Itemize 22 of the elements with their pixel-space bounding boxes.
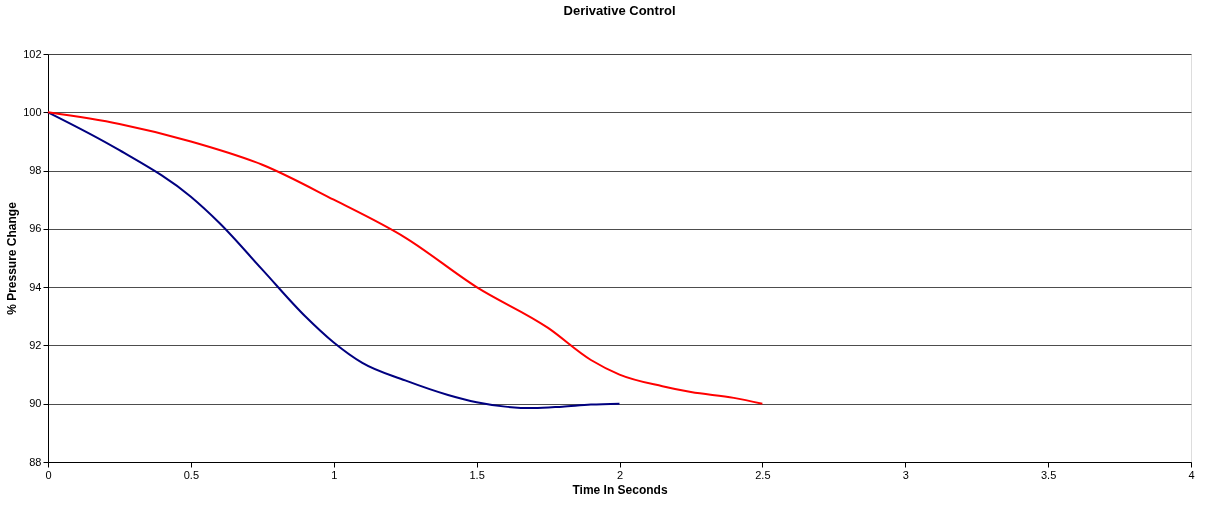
y-tick-label: 102 [23,47,42,60]
y-tick-label: 90 [29,397,42,410]
y-tick-label: 92 [29,338,42,351]
x-tick-label: 1.5 [469,468,485,481]
y-tick-label: 98 [29,164,42,177]
line-series [47,111,621,410]
x-tick-label: 4 [1188,468,1195,481]
y-axis-title: % Pressure Change [5,201,20,315]
x-tick-label: 2 [616,468,624,481]
x-axis-title: Time In Seconds [572,482,668,497]
line-series [47,111,764,405]
y-tick-label: 94 [29,280,42,293]
chart-title: Derivative Control [563,3,676,18]
x-tick-label: 1 [331,468,338,481]
x-tick-label: 2.5 [755,468,771,481]
y-tick-label: 96 [29,222,42,235]
x-tick-label: 3.5 [1040,468,1057,481]
x-tick-label: 0 [45,468,52,481]
x-tick-label: 3 [902,468,909,481]
y-tick-label: 100 [23,105,42,118]
x-tick-label: 0.5 [183,468,200,481]
y-tick-label: 88 [29,455,42,468]
